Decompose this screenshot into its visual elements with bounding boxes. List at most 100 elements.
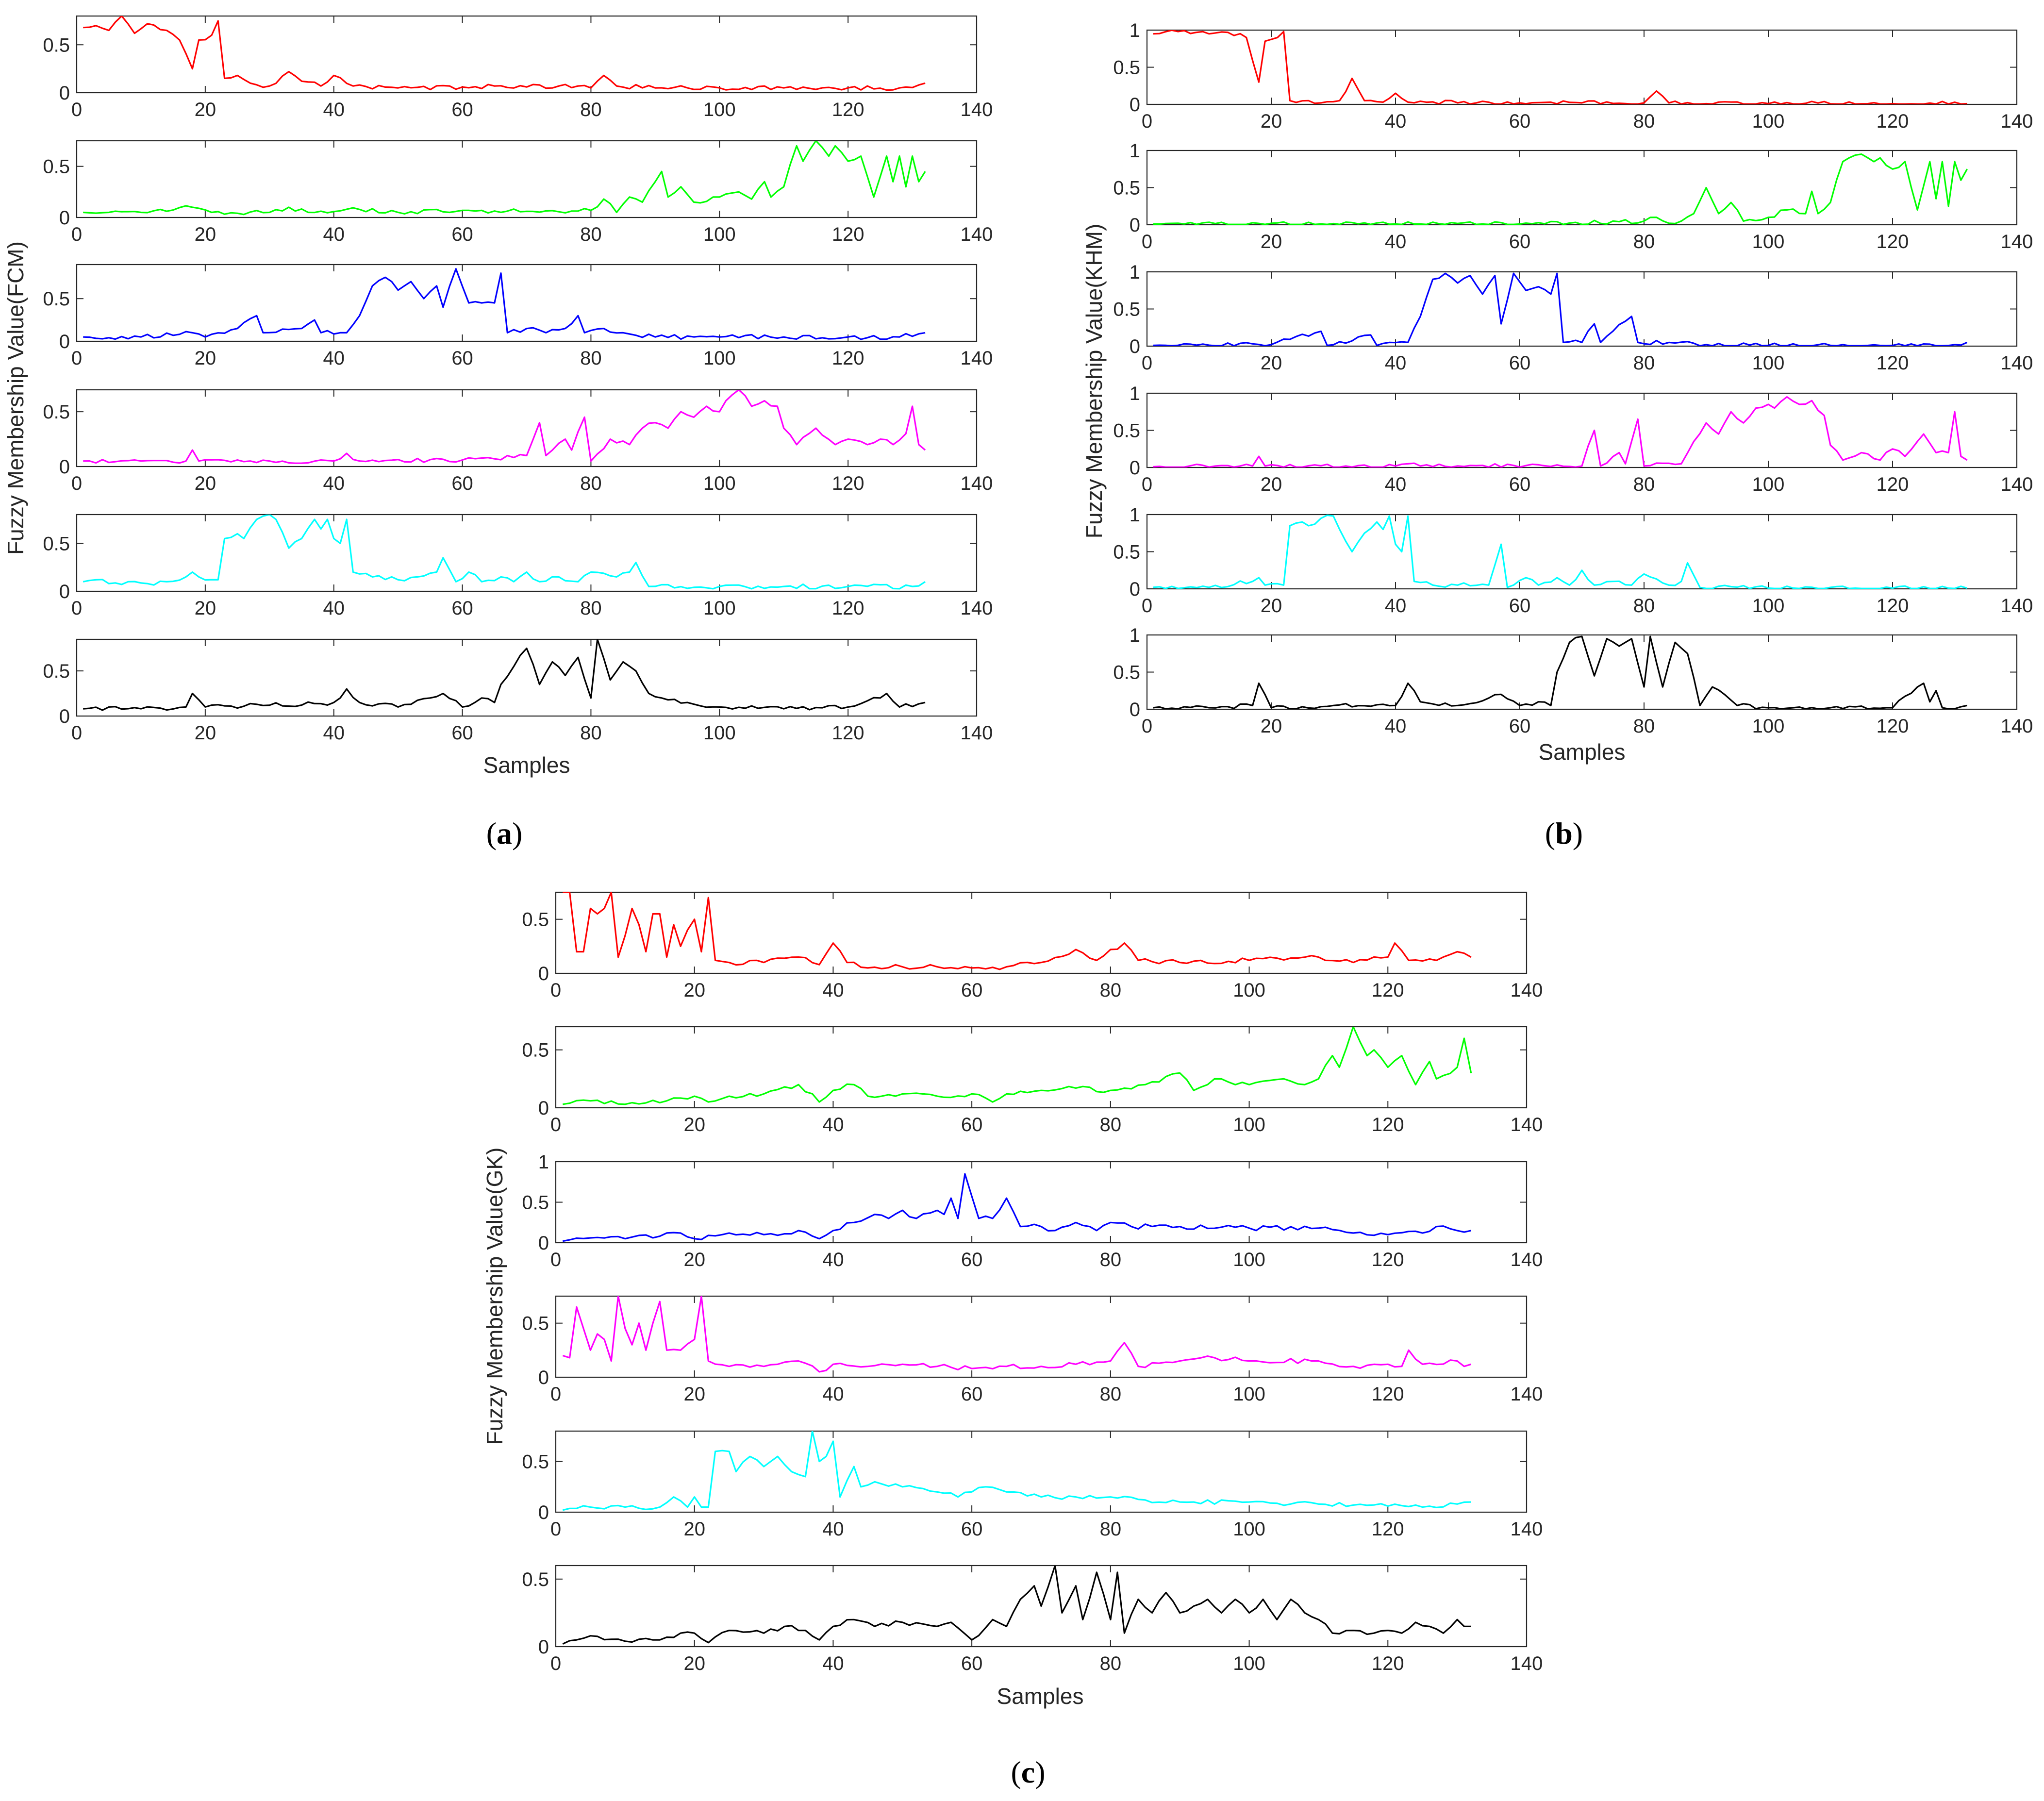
y-tick-label: 0.5 bbox=[1113, 662, 1140, 684]
x-tick-label: 120 bbox=[1877, 595, 1909, 617]
x-tick-label: 20 bbox=[683, 1249, 705, 1270]
x-tick-label: 40 bbox=[822, 1384, 844, 1405]
y-tick-label: 0 bbox=[59, 83, 70, 104]
x-tick-label: 40 bbox=[1385, 231, 1407, 252]
x-tick-label: 100 bbox=[1233, 1114, 1265, 1135]
y-tick-label: 0 bbox=[538, 1367, 549, 1388]
x-tick-label: 140 bbox=[1511, 1384, 1543, 1405]
x-tick-label: 100 bbox=[1233, 1653, 1265, 1674]
x-tick-label: 120 bbox=[1372, 1249, 1404, 1270]
x-tick-label: 120 bbox=[1372, 1518, 1404, 1540]
series-line bbox=[83, 16, 926, 91]
y-axis-label: Fuzzy Membership Value(KHM) bbox=[1081, 224, 1107, 538]
subplot: 0 20 40 60 80 100 120 140 0 0.5 bbox=[43, 264, 993, 369]
y-tick-label: 0 bbox=[538, 1502, 549, 1523]
x-tick-label: 40 bbox=[1385, 352, 1407, 374]
y-tick-label: 0 bbox=[59, 581, 70, 602]
x-tick-label: 60 bbox=[1509, 231, 1531, 252]
x-tick-label: 140 bbox=[2001, 595, 2033, 617]
y-tick-label: 0 bbox=[59, 456, 70, 478]
x-tick-label: 0 bbox=[550, 980, 561, 1001]
y-tick-label: 0 bbox=[538, 1636, 549, 1658]
x-tick-label: 100 bbox=[1752, 352, 1785, 374]
x-tick-label: 40 bbox=[1385, 716, 1407, 737]
x-tick-label: 40 bbox=[822, 1518, 844, 1540]
x-tick-label: 40 bbox=[323, 224, 345, 245]
subplot: 0 20 40 60 80 100 120 140 0 0.5 bbox=[522, 1565, 1543, 1674]
subplot: 0 20 40 60 80 100 120 140 0 0.5 1 bbox=[1113, 262, 2033, 374]
x-tick-label: 20 bbox=[1261, 716, 1282, 737]
series-line bbox=[563, 1173, 1472, 1242]
x-tick-label: 120 bbox=[1877, 111, 1909, 132]
series-line bbox=[562, 1566, 1471, 1645]
x-tick-label: 120 bbox=[1877, 474, 1909, 495]
x-tick-label: 60 bbox=[451, 348, 473, 369]
subplot: 0 20 40 60 80 100 120 140 0 0.5 bbox=[43, 15, 993, 120]
x-tick-label: 100 bbox=[1752, 111, 1785, 132]
x-tick-label: 60 bbox=[1509, 474, 1531, 495]
x-tick-label: 80 bbox=[580, 224, 602, 245]
y-tick-label: 0.5 bbox=[43, 34, 70, 56]
x-tick-label: 0 bbox=[71, 348, 82, 369]
subplot: 0 20 40 60 80 100 120 140 0 0.5 bbox=[43, 140, 993, 245]
x-tick-label: 120 bbox=[1877, 352, 1909, 374]
x-tick-label: 0 bbox=[550, 1653, 561, 1674]
x-tick-label: 120 bbox=[1372, 1653, 1404, 1674]
y-tick-label: 0.5 bbox=[43, 533, 70, 554]
axes-box bbox=[555, 1430, 1528, 1513]
x-tick-label: 20 bbox=[195, 224, 216, 245]
x-tick-label: 40 bbox=[323, 99, 345, 120]
x-tick-label: 20 bbox=[195, 99, 216, 120]
axes-box bbox=[76, 638, 978, 717]
x-tick-label: 80 bbox=[1100, 1518, 1122, 1540]
y-tick-label: 0.5 bbox=[1113, 420, 1140, 442]
x-tick-label: 80 bbox=[1633, 595, 1655, 617]
x-tick-label: 40 bbox=[822, 1114, 844, 1135]
axes-box bbox=[76, 15, 978, 94]
x-tick-label: 120 bbox=[832, 348, 864, 369]
panel-b-caption: (b) bbox=[1545, 816, 1583, 850]
series-line bbox=[1153, 396, 1968, 467]
x-tick-label: 80 bbox=[580, 598, 602, 619]
axes-box bbox=[1146, 150, 2018, 226]
x-tick-label: 60 bbox=[451, 722, 473, 744]
x-tick-label: 120 bbox=[832, 473, 864, 494]
x-tick-label: 100 bbox=[703, 598, 736, 619]
x-tick-label: 0 bbox=[71, 473, 82, 494]
y-tick-label: 0 bbox=[1130, 457, 1140, 479]
x-tick-label: 60 bbox=[451, 598, 473, 619]
subplot: 0 20 40 60 80 100 120 140 0 0.5 bbox=[522, 1295, 1543, 1405]
y-tick-label: 0.5 bbox=[43, 288, 70, 310]
x-tick-label: 100 bbox=[1752, 716, 1785, 737]
x-tick-label: 20 bbox=[683, 1518, 705, 1540]
x-tick-label: 100 bbox=[1752, 595, 1785, 617]
series-line bbox=[1153, 272, 1968, 346]
x-tick-label: 140 bbox=[961, 224, 993, 245]
x-tick-label: 140 bbox=[1511, 1114, 1543, 1135]
x-axis-label: Samples bbox=[997, 1684, 1084, 1709]
y-tick-label: 0.5 bbox=[522, 1451, 549, 1473]
x-tick-label: 100 bbox=[1233, 1384, 1265, 1405]
axes-box bbox=[1146, 271, 2018, 347]
x-tick-label: 140 bbox=[2001, 716, 2033, 737]
y-tick-label: 0.5 bbox=[522, 1313, 549, 1334]
x-tick-label: 140 bbox=[1511, 980, 1543, 1001]
y-tick-label: 0.5 bbox=[1113, 57, 1140, 79]
y-axis-label: Fuzzy Membership Value(FCM) bbox=[3, 241, 28, 555]
y-tick-label: 0 bbox=[1130, 699, 1140, 720]
axes-box bbox=[555, 891, 1528, 974]
subplot: 0 20 40 60 80 100 120 140 0 0.5 1 bbox=[522, 1151, 1543, 1270]
x-tick-label: 140 bbox=[961, 99, 993, 120]
x-tick-label: 20 bbox=[195, 473, 216, 494]
y-tick-label: 1 bbox=[1130, 262, 1140, 283]
x-tick-label: 140 bbox=[961, 722, 993, 744]
panel-a: 0 20 40 60 80 100 120 140 0 0.5 0 20 40 60 80 100 120 140… bbox=[3, 15, 993, 778]
series-line bbox=[1153, 635, 1967, 709]
y-tick-label: 1 bbox=[1130, 140, 1140, 162]
x-tick-label: 60 bbox=[451, 99, 473, 120]
y-tick-label: 0.5 bbox=[522, 1192, 549, 1214]
x-tick-label: 80 bbox=[1100, 1653, 1122, 1674]
axes-box bbox=[1146, 634, 2018, 710]
